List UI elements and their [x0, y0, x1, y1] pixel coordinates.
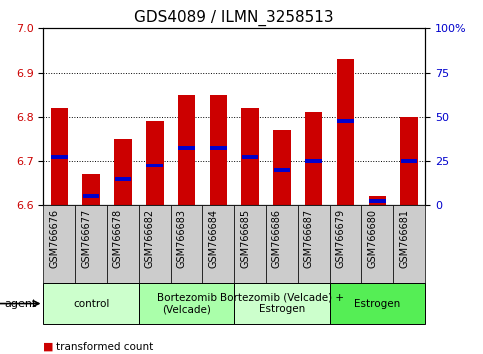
- Bar: [178, 95, 195, 205]
- Text: GSM766680: GSM766680: [368, 209, 377, 268]
- Text: transformed count: transformed count: [56, 342, 153, 352]
- Text: GSM766679: GSM766679: [336, 209, 345, 268]
- Bar: [329, 283, 425, 324]
- Bar: [43, 283, 139, 324]
- Bar: [114, 139, 132, 205]
- Bar: [369, 196, 386, 205]
- Bar: [146, 121, 164, 205]
- Text: GSM766686: GSM766686: [272, 209, 282, 268]
- Bar: [393, 205, 425, 283]
- Text: agent: agent: [5, 298, 37, 309]
- Bar: [337, 59, 355, 205]
- Bar: [242, 108, 259, 205]
- Bar: [361, 205, 393, 283]
- Bar: [75, 205, 107, 283]
- Bar: [401, 159, 417, 163]
- Bar: [298, 205, 330, 283]
- Text: GSM766676: GSM766676: [49, 209, 59, 268]
- Bar: [234, 205, 266, 283]
- Bar: [274, 168, 290, 172]
- Bar: [83, 175, 100, 205]
- Bar: [234, 283, 330, 324]
- Bar: [107, 205, 139, 283]
- Text: GSM766685: GSM766685: [240, 209, 250, 268]
- Bar: [369, 199, 385, 203]
- Bar: [273, 130, 291, 205]
- Text: GSM766687: GSM766687: [304, 209, 314, 268]
- Bar: [400, 117, 418, 205]
- Text: GSM766682: GSM766682: [145, 209, 155, 268]
- Bar: [51, 108, 68, 205]
- Bar: [210, 95, 227, 205]
- Bar: [83, 194, 99, 199]
- Bar: [139, 283, 234, 324]
- Text: Bortezomib (Velcade) +
Estrogen: Bortezomib (Velcade) + Estrogen: [220, 293, 344, 314]
- Bar: [242, 155, 258, 159]
- Bar: [210, 146, 227, 150]
- Bar: [170, 205, 202, 283]
- Bar: [329, 205, 361, 283]
- Text: Estrogen: Estrogen: [354, 298, 400, 309]
- Bar: [178, 146, 195, 150]
- Text: ■: ■: [43, 342, 54, 352]
- Text: GSM766683: GSM766683: [177, 209, 186, 268]
- Bar: [305, 159, 322, 163]
- Bar: [43, 205, 75, 283]
- Bar: [266, 205, 298, 283]
- Text: GSM766684: GSM766684: [208, 209, 218, 268]
- Title: GDS4089 / ILMN_3258513: GDS4089 / ILMN_3258513: [134, 9, 334, 25]
- Bar: [139, 205, 170, 283]
- Bar: [51, 155, 68, 159]
- Bar: [202, 205, 234, 283]
- Text: control: control: [73, 298, 109, 309]
- Text: GSM766678: GSM766678: [113, 209, 123, 268]
- Bar: [114, 177, 131, 181]
- Bar: [146, 164, 163, 167]
- Text: GSM766677: GSM766677: [81, 209, 91, 268]
- Bar: [337, 119, 354, 123]
- Bar: [305, 113, 323, 205]
- Text: GSM766681: GSM766681: [399, 209, 409, 268]
- Text: Bortezomib
(Velcade): Bortezomib (Velcade): [156, 293, 216, 314]
